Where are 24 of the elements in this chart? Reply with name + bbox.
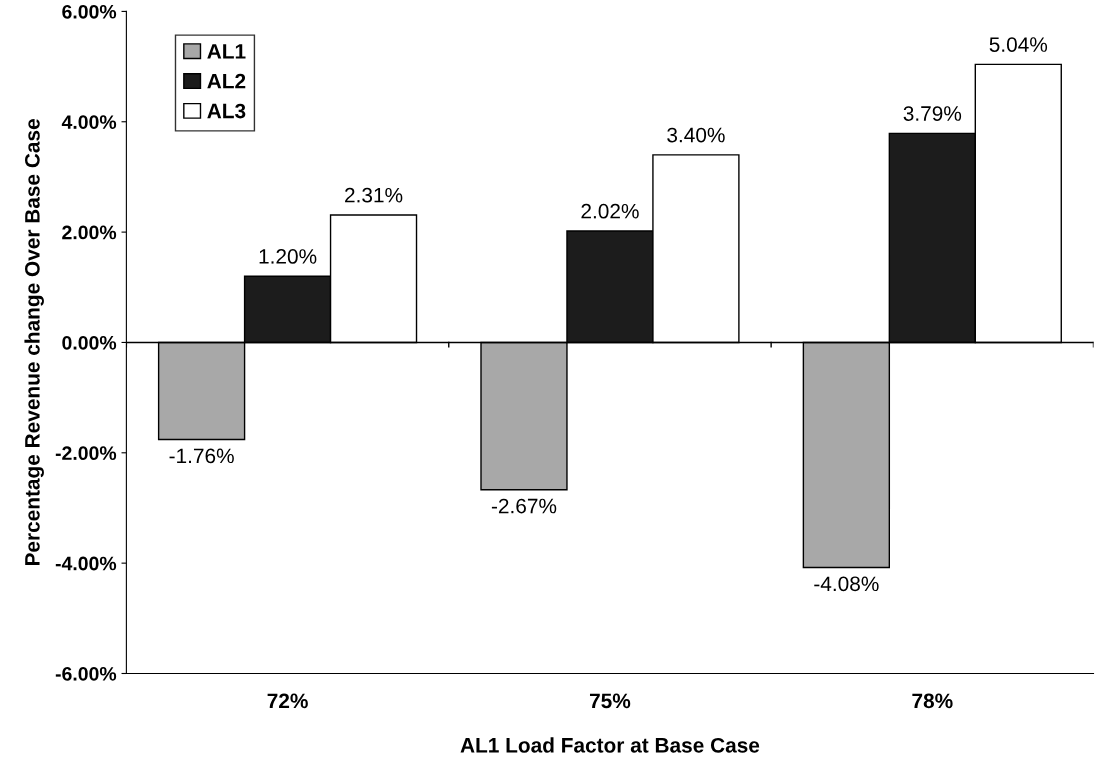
- data-label: -2.67%: [491, 498, 557, 514]
- legend-label: AL2: [207, 73, 246, 89]
- data-label: -4.08%: [814, 576, 879, 592]
- data-label: 2.02%: [581, 203, 639, 219]
- data-label: 2.31%: [345, 187, 403, 203]
- data-label: 1.20%: [259, 249, 317, 264]
- y-tick-label: 4.00%: [61, 115, 117, 129]
- y-tick-label: 6.00%: [62, 4, 117, 19]
- y-tick-label: -4.00%: [55, 556, 117, 571]
- y-tick-label: -2.00%: [55, 446, 117, 461]
- y-tick-label: -6.00%: [55, 666, 117, 681]
- y-tick-label: 2.00%: [62, 225, 117, 240]
- legend-label: AL3: [207, 103, 246, 119]
- x-axis-title: AL1 Load Factor at Base Case: [460, 737, 760, 753]
- x-tick-label: 75%: [589, 693, 631, 709]
- x-tick-label: 72%: [267, 693, 308, 709]
- x-tick-label: 78%: [912, 693, 953, 709]
- legend-label: AL1: [207, 44, 246, 59]
- data-label: -1.76%: [169, 448, 234, 464]
- data-label: 3.79%: [903, 106, 962, 121]
- data-label: 5.04%: [989, 37, 1048, 52]
- y-axis-title: Percentage Revenue change Over Base Case: [24, 119, 44, 566]
- data-label: 3.40%: [667, 127, 725, 143]
- y-tick-label: 0.00%: [62, 335, 117, 350]
